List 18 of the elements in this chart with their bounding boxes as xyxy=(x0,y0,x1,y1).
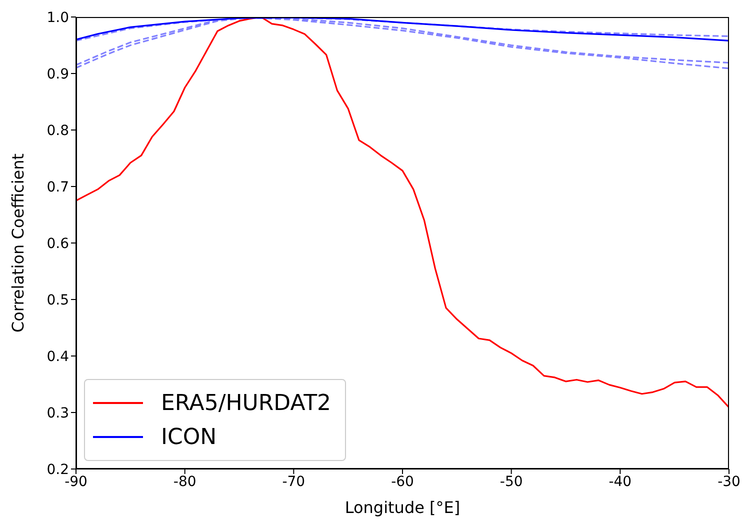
x-tick-label: -80 xyxy=(173,474,196,490)
y-tick-label: 0.6 xyxy=(46,236,70,252)
x-tick-label: -50 xyxy=(500,474,523,490)
x-tick-label: -30 xyxy=(718,474,740,490)
y-axis-title: Correlation Coefficient xyxy=(8,153,28,333)
y-tick-label: 0.3 xyxy=(46,405,69,422)
x-axis-title: Longitude [°E] xyxy=(344,498,460,517)
legend-label: ERA5/HURDAT2 xyxy=(161,390,332,416)
y-tick-label: 0.9 xyxy=(46,66,69,82)
y-tick-label: 0.4 xyxy=(46,348,70,365)
y-tick-label: 0.5 xyxy=(46,292,69,308)
y-tick-label: 0.8 xyxy=(46,122,69,139)
x-tick-label: -60 xyxy=(391,474,414,490)
legend-label: ICON xyxy=(161,424,217,450)
x-tick-label: -70 xyxy=(282,474,306,490)
x-tick-label: -40 xyxy=(608,474,632,490)
y-tick-label: 0.7 xyxy=(46,179,69,196)
y-tick-label: 1.0 xyxy=(46,10,69,26)
